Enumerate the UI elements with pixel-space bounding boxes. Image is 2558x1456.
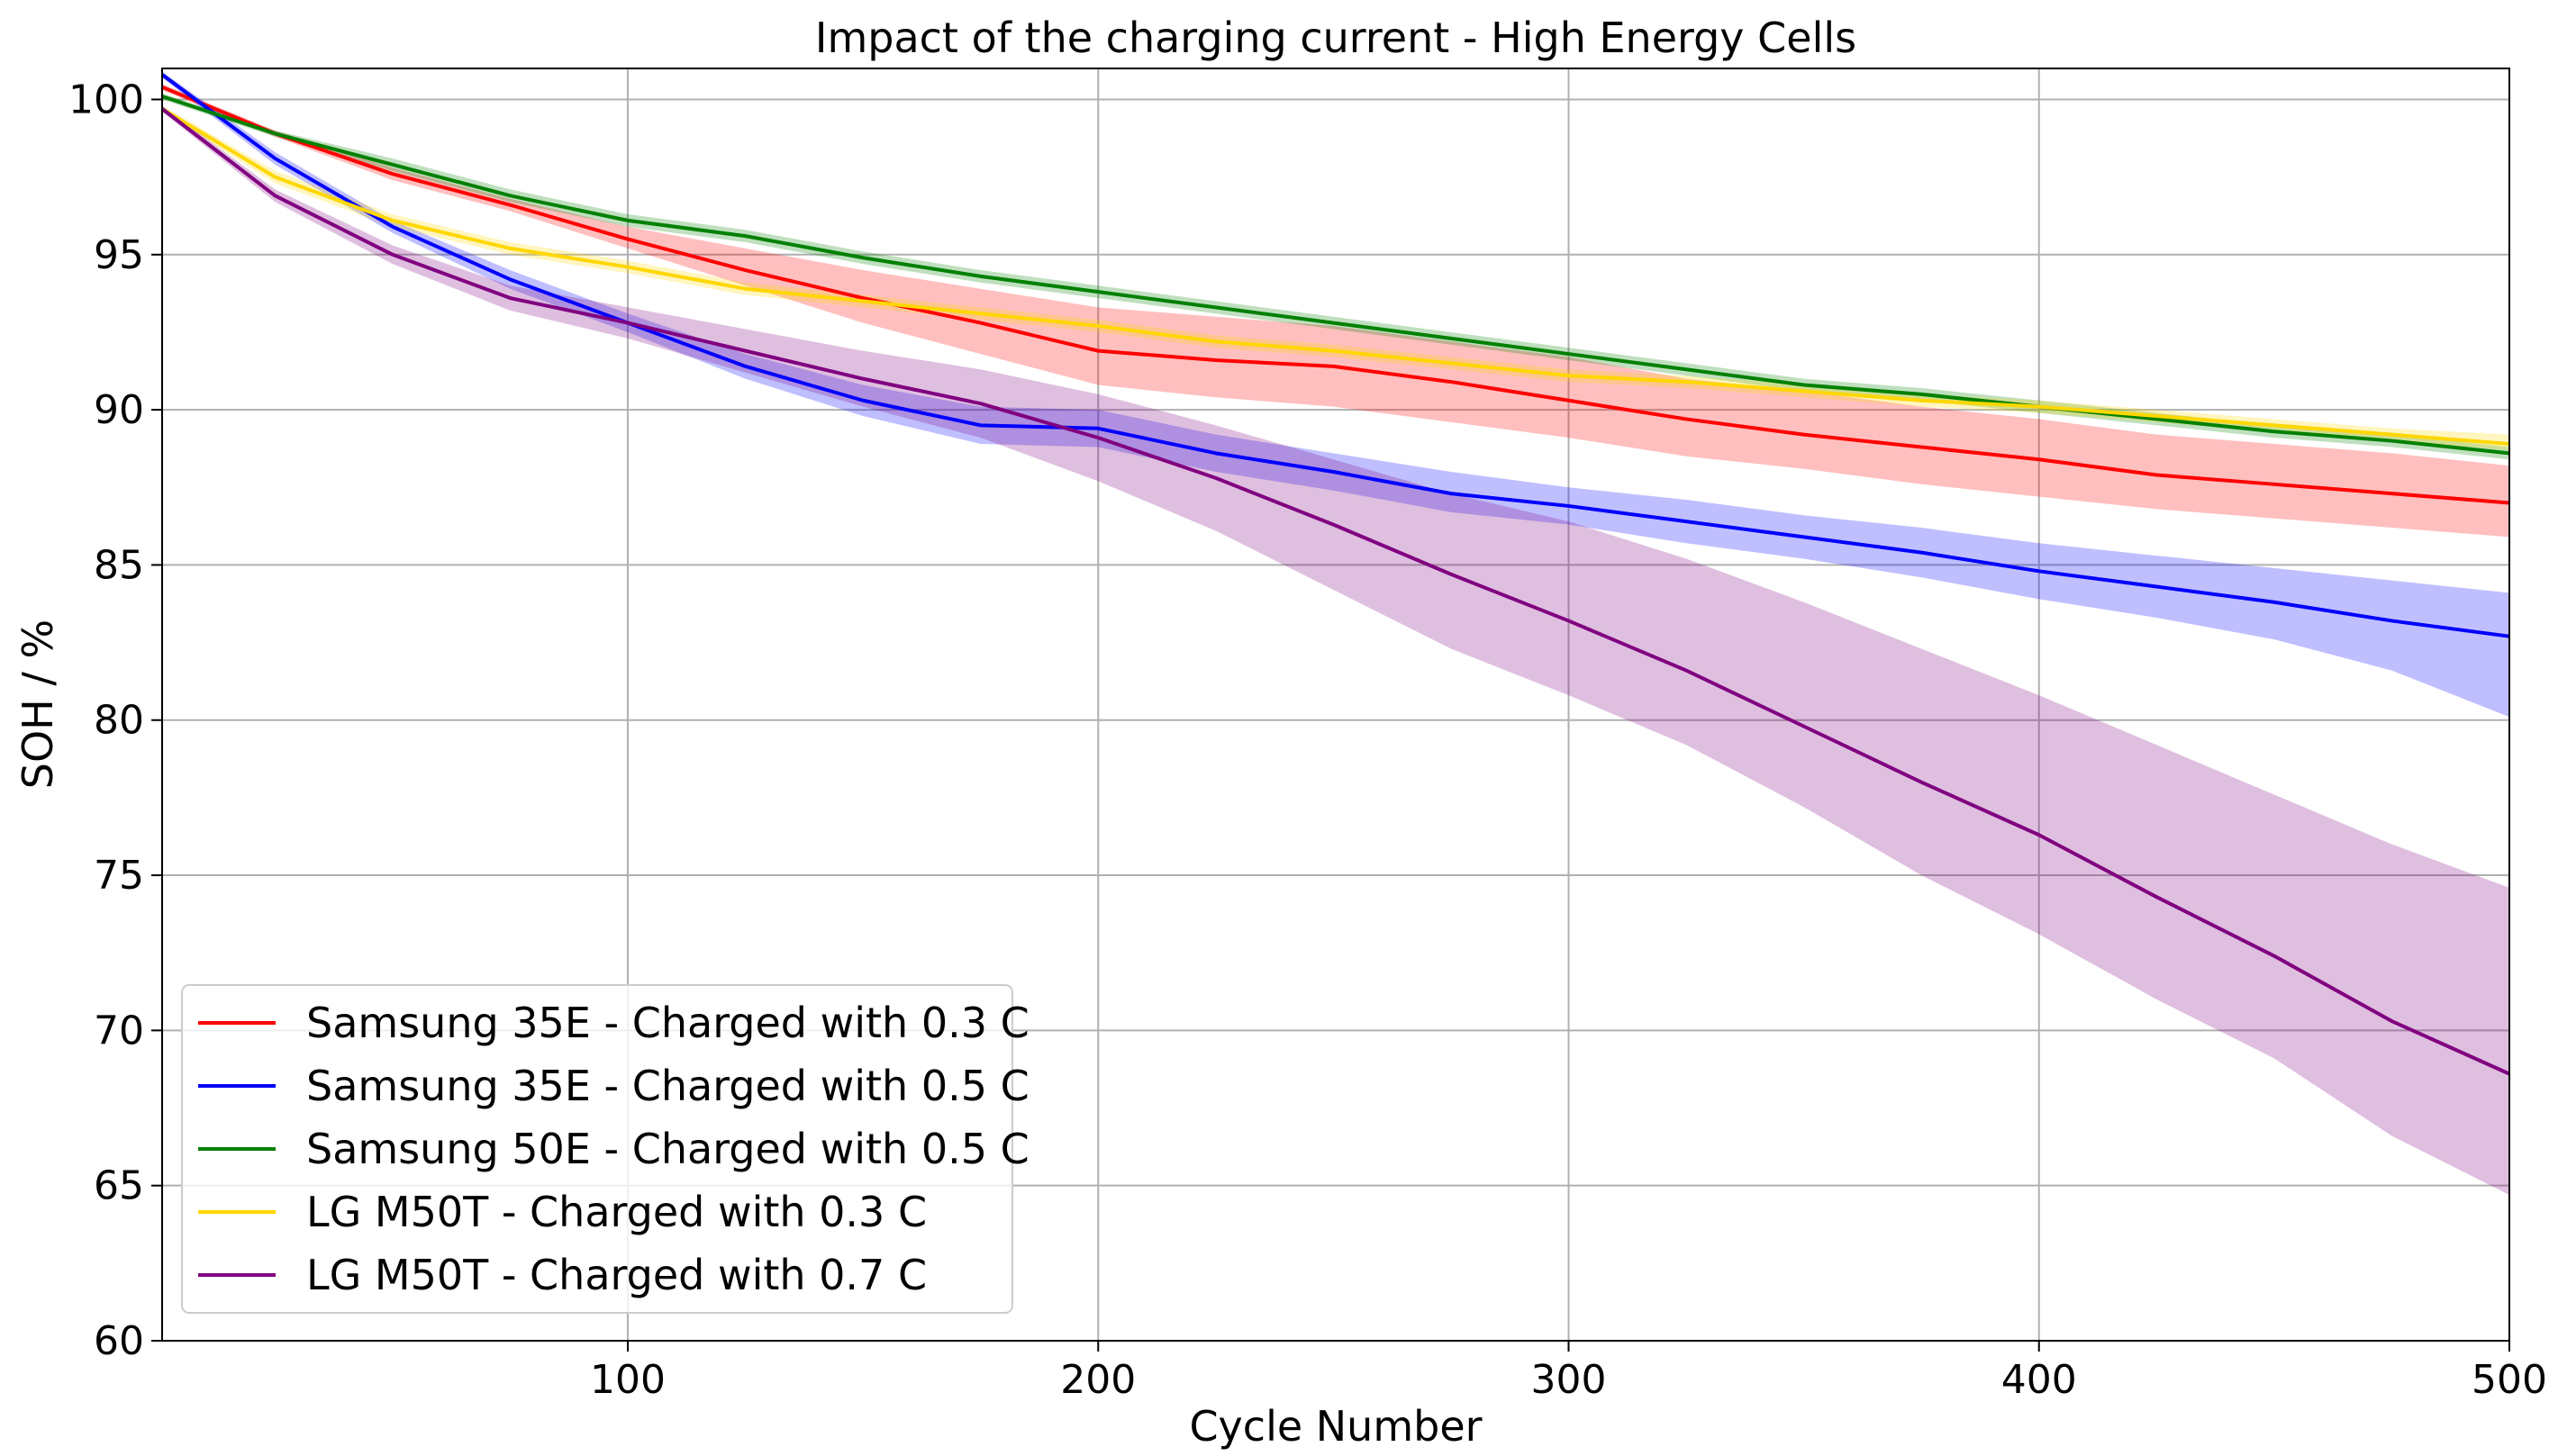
y-tick-label: 85 xyxy=(94,542,144,588)
band-series-1 xyxy=(162,71,2509,718)
x-axis-label: Cycle Number xyxy=(1189,1402,1482,1451)
y-tick-label: 60 xyxy=(94,1318,144,1364)
line-series-1 xyxy=(160,73,2510,638)
y-tick-label: 75 xyxy=(94,853,144,899)
x-tick-label: 200 xyxy=(1060,1357,1136,1403)
chart-title: Impact of the charging current - High En… xyxy=(815,14,1856,62)
legend-label: LG M50T - Charged with 0.3 C xyxy=(306,1188,927,1236)
y-tick-label: 80 xyxy=(94,698,144,744)
line-series-3 xyxy=(160,107,2510,447)
y-tick-label: 70 xyxy=(94,1008,144,1054)
legend-box xyxy=(181,984,1013,1314)
legend-label: Samsung 35E - Charged with 0.5 C xyxy=(306,1062,1030,1110)
x-tick-label: 100 xyxy=(590,1357,666,1403)
band-series-0 xyxy=(162,84,2509,538)
confidence-bands xyxy=(162,71,2509,1196)
line-series-0 xyxy=(161,85,2510,505)
x-tick-label: 300 xyxy=(1531,1357,1607,1403)
y-ticks: 60 65 70 75 80 85 90 95 100 xyxy=(68,77,162,1364)
y-tick-label: 65 xyxy=(94,1163,144,1209)
y-tick-label: 100 xyxy=(68,77,144,122)
x-ticks: 100 200 300 400 500 xyxy=(590,1341,2547,1403)
y-tick-label: 95 xyxy=(94,232,144,278)
line-series-4 xyxy=(160,107,2510,1076)
plot-frame xyxy=(161,68,2510,1342)
line-series-2 xyxy=(161,95,2510,456)
legend-label: Samsung 50E - Charged with 0.5 C xyxy=(306,1125,1030,1173)
legend: Samsung 35E - Charged with 0.3 C Samsung … xyxy=(181,984,1030,1314)
legend-label: LG M50T - Charged with 0.7 C xyxy=(306,1251,927,1299)
series-lines xyxy=(160,73,2510,1076)
y-tick-label: 90 xyxy=(94,387,144,433)
x-tick-label: 400 xyxy=(2001,1357,2077,1403)
legend-label: Samsung 35E - Charged with 0.3 C xyxy=(306,999,1030,1047)
x-tick-label: 500 xyxy=(2472,1357,2547,1403)
y-axis-label: SOH / % xyxy=(14,619,62,789)
